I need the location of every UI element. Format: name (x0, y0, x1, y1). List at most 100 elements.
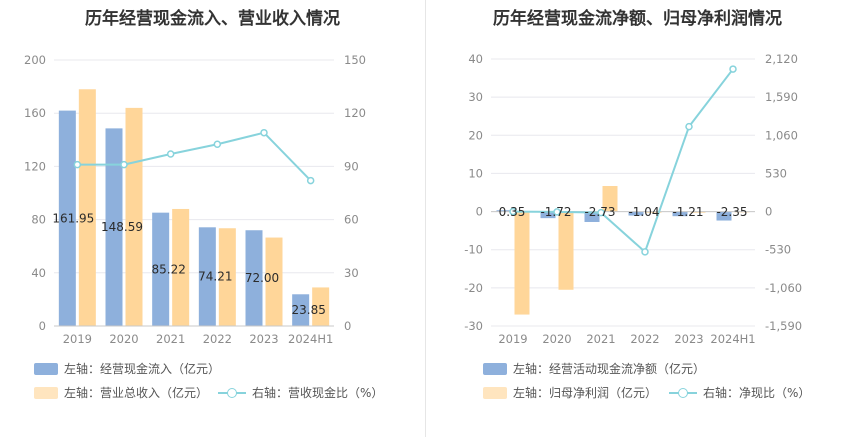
chart-panel-cash-inflow: 历年经营现金流入、营业收入情况 200 160 120 80 40 0 150 120 90 60… (24, 9, 383, 401)
y-right-tick-label: -1,060 (765, 281, 802, 295)
ratio-line-point (685, 122, 693, 131)
ratio-line-point (509, 207, 517, 216)
chart-cash-inflow-svg: 200 160 120 80 40 0 150 120 90 60 30 0 2019 2020 2021 2… (24, 53, 366, 346)
y-right-tick-label: -530 (765, 243, 791, 257)
legend-label: 右轴：营收现金比（%） (252, 386, 384, 400)
y-left-tick-label: -30 (464, 319, 483, 333)
data-label: -1.04 (628, 205, 659, 219)
x-tick-label: 2021 (586, 332, 615, 346)
legend-label: 左轴：营业总收入（亿元） (64, 386, 209, 400)
y-left-tick-label: -20 (464, 281, 483, 295)
y-right-tick-label: -1,590 (765, 319, 802, 333)
y-right-tick-label: 90 (344, 159, 359, 173)
y-right-tick-label: 1,060 (765, 128, 798, 142)
y-left-tick-label: 20 (468, 128, 483, 142)
x-tick-label: 2024H1 (288, 332, 333, 346)
bar-secondary (646, 211, 662, 213)
y-right-tick-label: 0 (344, 319, 351, 333)
bar-secondary (78, 89, 96, 326)
y-left-tick-label: 40 (31, 266, 46, 280)
x-tick-label: 2022 (630, 332, 659, 346)
ratio-line-point (120, 160, 128, 169)
legend-label: 右轴：净现比（%） (703, 386, 811, 400)
data-label: 85.22 (151, 262, 185, 276)
panel-divider (425, 0, 426, 437)
x-tick-label: 2023 (674, 332, 703, 346)
y-left-tick-label: 80 (31, 213, 46, 227)
data-label: 0.35 (499, 205, 526, 219)
ratio-line-point (641, 248, 649, 256)
legend-label: 左轴：经营活动现金流净额（亿元） (513, 362, 706, 376)
y-left-tick-label: 0 (476, 205, 483, 219)
bar-secondary (514, 211, 530, 315)
data-label: -1.21 (672, 205, 703, 219)
x-tick-label: 2024H1 (710, 332, 755, 346)
x-tick-label: 2020 (109, 332, 138, 346)
y-left-tick-label: -10 (464, 243, 483, 257)
bar-primary (292, 294, 310, 326)
bar-primary (496, 210, 512, 212)
ratio-line-point (166, 150, 175, 158)
bar-primary (584, 211, 600, 222)
y-left-tick-label: 40 (468, 52, 483, 66)
data-label: 23.85 (291, 303, 325, 317)
bar-secondary (312, 287, 330, 326)
bar-primary (628, 211, 644, 216)
bar-primary (540, 211, 556, 219)
legend-item-cash-inflow[interactable]: 左轴：经营现金流入（亿元） (34, 360, 220, 377)
ratio-line (77, 131, 312, 182)
chart-title: 历年经营现金流净额、归母净利润情况 (493, 9, 782, 29)
legend-label: 左轴：经营现金流入（亿元） (64, 362, 221, 376)
y-left-tick-label: 10 (468, 166, 483, 180)
legend-item-net-cash-ratio[interactable]: 右轴：净现比（%） (669, 384, 810, 401)
y-left-tick-label: 160 (24, 106, 46, 120)
bar-secondary (125, 107, 143, 326)
y-left-tick-label: 120 (24, 159, 46, 173)
legend-swatch-blue (34, 362, 58, 375)
data-label: 148.59 (101, 220, 143, 234)
bar-secondary (558, 211, 574, 290)
legend-label: 左轴：归母净利润（亿元） (513, 386, 658, 400)
legend-item-cash-ratio[interactable]: 右轴：营收现金比（%） (218, 384, 383, 401)
bar-primary (716, 211, 732, 221)
bar-primary (198, 227, 216, 326)
ratio-line (512, 68, 734, 254)
x-tick-label: 2022 (203, 332, 232, 346)
ratio-line-point (597, 208, 605, 217)
chart-title: 历年经营现金流入、营业收入情况 (85, 9, 340, 29)
bar-primary (152, 212, 170, 326)
y-right-tick-label: 1,590 (765, 90, 798, 104)
x-tick-label: 2023 (249, 332, 278, 346)
ratio-line-point (73, 160, 82, 169)
bar-primary (245, 230, 263, 326)
data-label: -1.72 (540, 205, 571, 219)
y-right-tick-label: 60 (344, 213, 359, 227)
ratio-line-point (306, 176, 315, 185)
y-right-tick-label: 2,120 (765, 52, 798, 66)
legend-swatch-orange (34, 386, 58, 399)
legend-swatch-line (218, 387, 246, 399)
bar-secondary (265, 237, 283, 326)
y-left-tick-label: 30 (468, 90, 483, 104)
legend-item-revenue[interactable]: 左轴：营业总收入（亿元） (34, 384, 208, 401)
ratio-line-point (213, 140, 222, 148)
data-label: 161.95 (52, 211, 94, 225)
y-right-tick-label: 120 (344, 106, 366, 120)
data-label: 74.21 (198, 270, 232, 284)
y-right-tick-label: 150 (344, 53, 366, 67)
bar-secondary (602, 186, 618, 212)
x-tick-label: 2019 (63, 332, 92, 346)
y-left-tick-label: 200 (24, 53, 46, 67)
ratio-line-point (260, 128, 268, 137)
data-label: 72.00 (245, 271, 279, 285)
ratio-line-point (729, 65, 737, 73)
chart-net-cash-svg: 40 30 20 10 0 -10 -20 -30 2,120 1,590 1,060 530 0 -53… (464, 52, 802, 346)
y-right-tick-label: 530 (765, 166, 787, 180)
data-label: -2.73 (584, 205, 615, 219)
bar-primary (672, 211, 688, 217)
legend-item-net-cash-flow[interactable]: 左轴：经营活动现金流净额（亿元） (483, 360, 705, 377)
bar-primary (58, 110, 76, 326)
bar-secondary (172, 208, 190, 326)
legend-item-net-profit[interactable]: 左轴：归母净利润（亿元） (483, 384, 657, 401)
ratio-line-point (553, 208, 561, 216)
